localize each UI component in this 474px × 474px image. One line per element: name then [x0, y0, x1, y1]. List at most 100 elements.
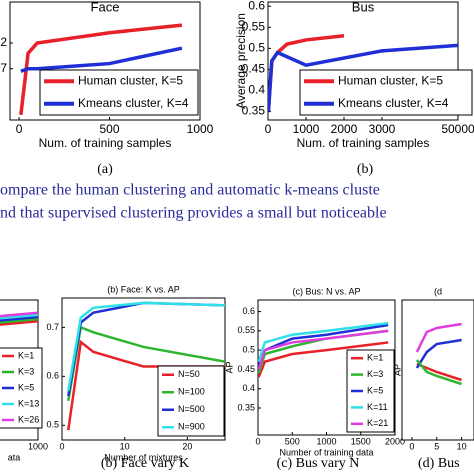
x-tick-label: 1000	[28, 442, 48, 452]
x-axis-label: ata	[8, 452, 21, 462]
series-line	[0, 317, 38, 324]
legend-label: Human cluster, K=5	[338, 73, 443, 87]
series-line	[415, 322, 462, 353]
x-tick-label: 5	[434, 442, 439, 452]
series-line	[20, 46, 183, 73]
y-tick-label: 0.45	[237, 364, 255, 374]
y-tick-label: 0.35	[242, 104, 266, 118]
series-line	[0, 315, 38, 322]
y-tick-label: 0.5	[242, 345, 255, 355]
y-tick-label: 7	[0, 61, 7, 75]
legend-label: K=5	[18, 382, 34, 392]
x-tick-label: 1000	[187, 122, 214, 136]
legend-label: N=100	[178, 387, 205, 397]
y-tick-label: 0.55	[237, 325, 255, 335]
series-line	[258, 329, 389, 370]
legend-box	[157, 365, 225, 437]
chart-title: Bus	[352, 0, 375, 14]
x-axis-label: Num. of training samples	[297, 136, 430, 150]
y-tick-label: 0.5	[248, 41, 265, 55]
series-line	[0, 319, 38, 326]
legend-label: K=1	[367, 353, 383, 363]
chart: 0 500 1000 1500 2000 0.35 0.4 0.45 0.5 0.55 0.6 (c)…	[224, 286, 405, 457]
y-tick-label: 0.4	[242, 383, 255, 393]
x-tick-label: 1000	[316, 437, 336, 447]
chart-title: (d	[434, 286, 442, 296]
x-tick-label: 500	[285, 437, 300, 447]
body-text: ompare the human clustering and automati…	[0, 182, 380, 199]
y-tick-label: 0.4	[248, 83, 265, 97]
caption: (d) Bus	[418, 456, 460, 471]
y-tick-label: 0.6	[46, 371, 59, 381]
legend-box	[299, 69, 473, 116]
legend-label: K=26	[18, 414, 39, 424]
caption: (c) Bus vary N	[277, 456, 360, 471]
x-tick-label: 50000	[441, 122, 474, 136]
y-tick-label: 0.5	[46, 420, 59, 430]
series-line	[258, 341, 389, 378]
legend-label: N=50	[178, 369, 200, 379]
x-tick-label: 0	[16, 122, 23, 136]
x-axis-label: Number of training data	[279, 447, 373, 457]
x-tick-label: 10	[120, 442, 130, 452]
legend-label: N=500	[178, 404, 205, 414]
x-tick-label: 3000	[369, 122, 396, 136]
chart-title: Face	[91, 0, 120, 14]
y-axis-label: AP	[224, 361, 234, 373]
x-tick-label: 2000	[385, 437, 405, 447]
body-text: nd that supervised clustering provides a…	[0, 205, 387, 222]
chart-title: (c) Bus: N vs. AP	[292, 286, 360, 296]
caption: (b) Face vary K	[101, 456, 189, 471]
x-tick-label: 500	[100, 122, 120, 136]
legend-label: K=3	[18, 366, 34, 376]
legend-label: K=1	[18, 350, 34, 360]
legend-label: Kmeans cluster, K=4	[78, 96, 189, 110]
y-axis-label: Average precision	[234, 13, 248, 109]
legend-label: K=13	[18, 398, 39, 408]
legend-label: K=3	[367, 369, 383, 379]
y-tick-label: 0.6	[248, 0, 265, 12]
series-line	[258, 321, 389, 363]
x-axis-label: Number of mixtures	[104, 452, 183, 462]
legend-label: K=21	[367, 418, 388, 428]
x-tick-label: 0	[255, 437, 260, 447]
caption: (a)	[97, 162, 113, 177]
series-line	[19, 23, 183, 116]
legend-box	[39, 69, 199, 116]
chart: 0 500 1000 2 7 Face Num. of training samples Hu…	[0, 0, 213, 150]
y-tick-label: 0.6	[242, 306, 255, 316]
x-tick-label: 20	[182, 442, 192, 452]
chart: 0 10 20 0.5 0.6 0.7 (b) Face: K vs. AP Number o…	[46, 284, 226, 462]
y-tick-label: 2	[0, 35, 7, 49]
legend-label: Kmeans cluster, K=4	[338, 96, 449, 110]
legend-label: K=5	[367, 385, 383, 395]
plot-area	[401, 299, 474, 441]
series-line	[67, 301, 225, 392]
y-tick-label: 0.35	[237, 402, 255, 412]
series-line	[268, 43, 458, 112]
series-line	[415, 359, 462, 386]
x-tick-label: 1000	[293, 122, 320, 136]
y-tick-label: 0.55	[242, 19, 266, 33]
x-tick-label: 10	[457, 442, 467, 452]
series-line	[0, 311, 38, 318]
legend-label: Human cluster, K=5	[78, 73, 183, 87]
legend-label: N=900	[178, 422, 205, 432]
y-axis-label: AP	[392, 364, 402, 376]
series-line	[0, 313, 38, 320]
legend-label: K=11	[367, 402, 388, 412]
caption: (b)	[357, 162, 374, 177]
series-line	[415, 338, 462, 369]
x-tick-label: 2000	[331, 122, 358, 136]
x-tick-label: 0	[265, 122, 272, 136]
chart: 0 1000 2000 3000 50000 0.35 0.4 0.45 0.5 0.55 0.6 B…	[234, 0, 474, 150]
chart: 1000 ata K=1 K=3 K=5 K=13 K=26	[0, 299, 48, 462]
chart-title: (b) Face: K vs. AP	[107, 284, 180, 294]
y-tick-label: 0.7	[46, 322, 59, 332]
y-tick-label: 0.45	[242, 62, 266, 76]
x-tick-label: 0	[409, 442, 414, 452]
x-tick-label: 1500	[351, 437, 371, 447]
